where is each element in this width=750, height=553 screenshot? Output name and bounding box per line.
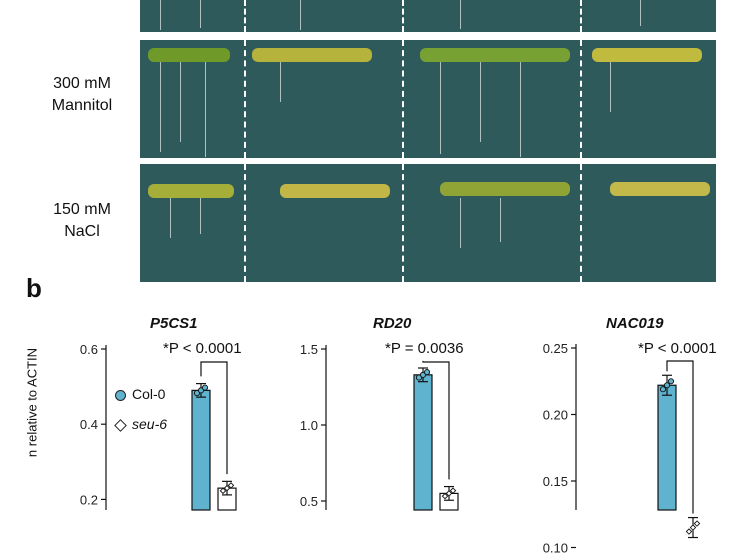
data-point xyxy=(686,529,691,534)
y-tick-label: 1.0 xyxy=(300,418,318,433)
y-tick-label: 0.5 xyxy=(300,494,318,509)
dashed-divider xyxy=(580,164,582,282)
y-tick-label: 0.15 xyxy=(543,474,568,489)
data-point xyxy=(664,383,669,388)
dashed-divider xyxy=(244,0,246,32)
y-tick-label: 0.20 xyxy=(543,408,568,423)
dashed-divider xyxy=(244,164,246,282)
data-point xyxy=(424,370,429,375)
bar-col-0 xyxy=(192,390,210,510)
data-point xyxy=(660,387,665,392)
bar-col-0 xyxy=(414,375,432,510)
chart-p5cs1: 0.60.40.2 xyxy=(60,300,280,500)
y-axis-label: n relative to ACTIN xyxy=(25,253,40,553)
row-label-nacl: 150 mM NaCl xyxy=(30,199,134,243)
photo-row-1 xyxy=(140,0,716,32)
dashed-divider xyxy=(402,40,404,158)
dashed-divider xyxy=(402,0,404,32)
y-tick-label: 0.25 xyxy=(543,341,568,356)
data-point xyxy=(668,379,673,384)
dashed-divider xyxy=(402,164,404,282)
bar-col-0 xyxy=(658,385,676,510)
dashed-divider xyxy=(244,40,246,158)
data-point xyxy=(202,385,207,390)
y-tick-label: 0.6 xyxy=(80,342,98,357)
photo-row-nacl xyxy=(140,164,716,282)
y-tick-label: 0.10 xyxy=(543,541,568,553)
y-tick-label: 0.4 xyxy=(80,417,98,432)
chart-nac019: 0.250.200.150.10 xyxy=(518,300,738,500)
dashed-divider xyxy=(580,0,582,32)
data-point xyxy=(694,521,699,526)
chart-rd20: 1.51.00.5 xyxy=(282,300,502,500)
data-point xyxy=(690,525,695,530)
row-label-mannitol: 300 mM Mannitol xyxy=(30,73,134,117)
photo-row-mannitol xyxy=(140,40,716,158)
y-tick-label: 1.5 xyxy=(300,342,318,357)
dashed-divider xyxy=(580,40,582,158)
